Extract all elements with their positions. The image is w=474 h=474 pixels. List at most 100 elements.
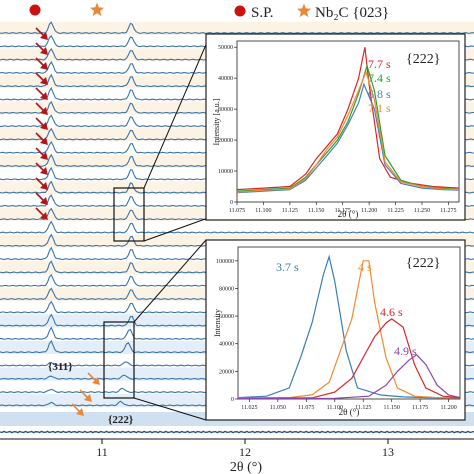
legend-label-4.6s: 4.6 s [380,305,403,319]
x-tick-label: 11.225 [387,208,403,214]
inset-lower-series [237,254,461,400]
y-tick-label: 20000 [219,369,234,375]
event-arrow [35,87,48,100]
legend-nb2c-label: Nb₂C {023} [315,5,389,21]
inset-upper-ylabel: Intensity [a.u.] [212,98,221,145]
event-arrow [87,372,100,385]
y-tick-label: 40000 [218,76,233,82]
legend: S.P. Nb₂C {023} [29,2,389,21]
annotation-311: {311} [48,361,73,373]
event-arrow [79,389,92,402]
event-arrow [35,207,48,220]
y-tick-label: 0 [231,397,234,403]
series-line-6.8s [236,82,460,194]
y-tick-label: 0 [230,200,233,206]
inset-lower-frame [205,239,466,421]
event-arrow [35,132,48,145]
inset-upper-xlabel: 2θ (°) [338,209,359,219]
inset-upper-series [236,47,460,194]
x-tick-label: 11.275 [440,208,456,214]
x-tick-label: 11.200 [361,208,377,214]
zoom-connector [143,217,209,242]
event-arrow [35,117,48,130]
event-arrow [71,403,84,416]
inset-lower-title: {222} [406,256,440,271]
x-tick-label: 13 [382,445,394,459]
legend-label-4s: 4 s [358,260,372,274]
inset-lower-xlabel: 2θ (°) [339,407,360,417]
inset-upper-title: {222} [406,52,440,67]
legend-label-4.9s: 4.9 s [394,344,417,358]
main-x-axis: 11 12 13 2θ (°) [0,438,474,474]
y-tick-label: 60000 [219,314,234,320]
event-arrow [35,27,48,40]
event-arrow [35,177,48,190]
y-tick-label: 30000 [218,107,233,113]
x-tick-label: 11.025 [241,405,257,411]
legend-sp-marker-2 [234,5,246,17]
series-line-4s [237,260,461,399]
series-line-7.1s [236,70,460,193]
event-arrow [35,42,48,55]
inset-lower-plot-area [237,246,461,400]
event-arrow [35,102,48,115]
band [0,221,474,235]
zoom-box-lower [103,321,135,399]
legend-label-7.4s: 7.4 s [368,71,391,85]
inset-lower: 11.025 11.050 11.075 11.100 11.125 11.150 11.1… [205,239,466,421]
x-tick-label: 12 [239,445,251,459]
series-line-4.9s [237,354,461,400]
inset-upper: 11.075 11.100 11.125 11.150 11.175 11.200 11.2… [205,33,466,221]
event-arrow [35,192,48,205]
series-line-4.6s [237,318,461,399]
waterfall-trace [0,21,474,34]
band [0,21,474,35]
zoom-connector [133,397,207,421]
main-x-axis-label: 2θ (°) [230,460,262,474]
series-line-3.7s [237,254,461,399]
zoom-connector [143,39,209,189]
legend-label-3.7s: 3.7 s [276,260,299,274]
y-tick-label: 10000 [218,169,233,175]
waterfall-trace [0,220,474,234]
series-line-7.4s [236,63,460,192]
x-tick-label: 11.125 [355,405,371,411]
x-tick-label: 11.250 [414,208,430,214]
legend-label-7.7s: 7.7 s [368,57,391,71]
x-tick-label: 11.050 [270,405,286,411]
event-arrows [35,27,100,416]
event-arrow [35,162,48,175]
annotation-222: {222} [108,414,133,426]
event-arrow [35,57,48,70]
y-tick-label: 20000 [218,138,233,144]
inset-upper-plot-area [236,40,460,203]
inset-lower-ylabel: Intensity [213,309,222,337]
legend-label-7.1s: 7.1 s [368,101,391,115]
x-tick-label: 11 [96,445,108,459]
legend-nb2c-star-marker [89,2,105,17]
inset-upper-ticks: 11.075 11.100 11.125 11.150 11.175 11.200 11.2… [218,45,457,214]
zoom-box-upper [113,187,145,242]
y-tick-label: 100000 [216,259,234,265]
waterfall-trace-bottom [0,430,474,434]
event-arrow [35,72,48,85]
x-tick-label: 11.200 [440,405,456,411]
x-tick-label: 11.075 [298,405,314,411]
zoom-indicators [103,39,209,421]
legend-sp-label: S.P. [251,5,274,21]
y-tick-label: 40000 [219,342,234,348]
x-tick-label: 11.100 [327,405,343,411]
x-tick-label: 11.150 [384,405,400,411]
x-tick-label: 11.150 [308,208,324,214]
x-tick-label: 11.075 [229,208,245,214]
x-tick-label: 11.125 [282,208,298,214]
zoom-connector [133,239,207,323]
legend-nb2c-star-marker-2 [296,3,312,18]
legend-label-6.8s: 6.8 s [368,87,391,101]
y-tick-label: 80000 [219,286,234,292]
x-tick-label: 11.175 [412,405,428,411]
x-tick-label: 11.100 [255,208,271,214]
x-tick-label: 11.175 [335,208,351,214]
inset-lower-ticks: 11.025 11.050 11.075 11.100 11.125 11.150 11.1… [216,259,457,411]
